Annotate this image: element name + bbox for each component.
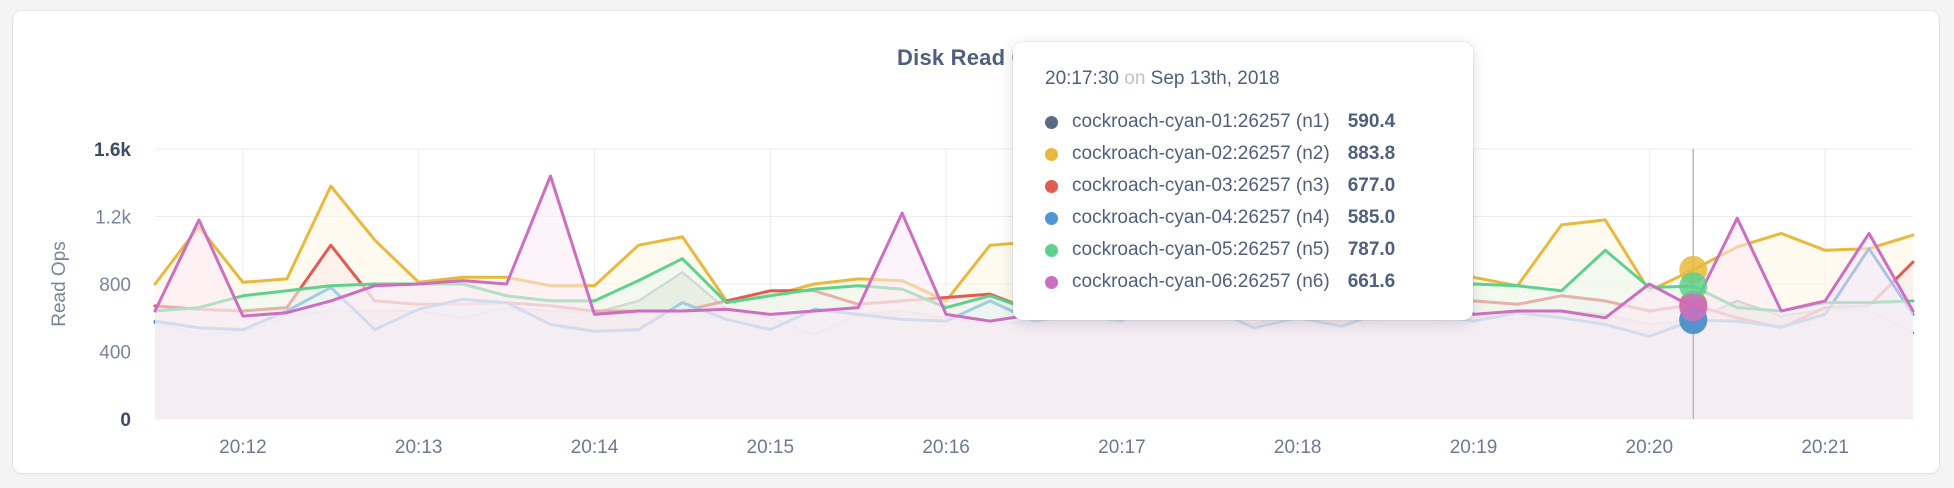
x-axis-tick-label: 20:14 (571, 437, 619, 458)
tooltip-row: cockroach-cyan-02:26257 (n2) 883.8 (1045, 138, 1443, 170)
x-axis-tick-label: 20:16 (922, 437, 970, 458)
tooltip-series-value: 585.0 (1347, 207, 1396, 228)
tooltip-series-label: cockroach-cyan-02:26257 (n2) (1072, 143, 1330, 164)
x-axis-tick-label: 20:15 (747, 437, 795, 458)
y-axis-tick-label: 800 (99, 275, 131, 296)
series-color-dot-icon (1045, 179, 1058, 193)
hover-tooltip: 20:17:30 on Sep 13th, 2018 cockroach-cya… (1013, 42, 1473, 320)
tooltip-series-value: 590.4 (1347, 111, 1396, 132)
tooltip-time: 20:17:30 (1045, 68, 1119, 89)
tooltip-row: cockroach-cyan-05:26257 (n5) 787.0 (1045, 234, 1443, 266)
x-axis-tick-label: 20:21 (1801, 437, 1849, 458)
tooltip-series-value: 883.8 (1347, 143, 1396, 164)
hover-point (1679, 293, 1708, 322)
chart-plot-area[interactable]: 1.6k 1.2k 800 400 0 20:12 20:13 20:14 20:15 20:16… (13, 11, 1939, 473)
tooltip-series-label: cockroach-cyan-04:26257 (n4) (1072, 207, 1330, 228)
x-axis-tick-label: 20:13 (395, 437, 443, 458)
y-axis-title: Read Ops (49, 241, 70, 327)
tooltip-row: cockroach-cyan-06:26257 (n6) 661.6 (1045, 266, 1443, 298)
y-axis-tick-label: 1.2k (95, 208, 131, 229)
tooltip-row: cockroach-cyan-04:26257 (n4) 585.0 (1045, 202, 1443, 234)
tooltip-row: cockroach-cyan-01:26257 (n1) 590.4 (1045, 106, 1443, 138)
tooltip-series-label: cockroach-cyan-03:26257 (n3) (1072, 175, 1330, 196)
x-axis-tick-label: 20:18 (1274, 437, 1322, 458)
series-color-dot-icon (1045, 275, 1058, 289)
y-axis-tick-label: 0 (120, 410, 131, 431)
series-color-dot-icon (1045, 147, 1058, 161)
tooltip-series-label: cockroach-cyan-06:26257 (n6) (1072, 271, 1330, 292)
series-color-dot-icon (1045, 243, 1058, 257)
x-axis-tick-label: 20:20 (1626, 437, 1674, 458)
tooltip-date: Sep 13th, 2018 (1150, 68, 1280, 89)
tooltip-series-value: 661.6 (1347, 271, 1396, 292)
tooltip-series-label: cockroach-cyan-05:26257 (n5) (1072, 239, 1330, 260)
tooltip-row: cockroach-cyan-03:26257 (n3) 677.0 (1045, 170, 1443, 202)
tooltip-series-list: cockroach-cyan-01:26257 (n1) 590.4 cockroa… (1045, 106, 1443, 298)
x-axis-tick-label: 20:17 (1098, 437, 1146, 458)
y-axis-tick-label: 1.6k (94, 140, 131, 161)
y-axis-tick-label: 400 (99, 343, 131, 364)
tooltip-on-word: on (1124, 68, 1146, 89)
tooltip-series-value: 677.0 (1347, 175, 1396, 196)
series-area (155, 176, 1913, 419)
x-axis-tick-label: 20:19 (1450, 437, 1498, 458)
tooltip-series-label: cockroach-cyan-01:26257 (n1) (1072, 111, 1330, 132)
series-color-dot-icon (1045, 115, 1058, 129)
disk-read-ops-chart[interactable]: 1.6k 1.2k 800 400 0 20:12 20:13 20:14 20:15 20:16… (13, 11, 1939, 473)
hover-point (1679, 272, 1708, 301)
tooltip-series-value: 787.0 (1347, 239, 1396, 260)
series-color-dot-icon (1045, 211, 1058, 225)
x-axis-tick-label: 20:12 (219, 437, 267, 458)
tooltip-timestamp: 20:17:30 on Sep 13th, 2018 (1045, 68, 1443, 90)
chart-card: Disk Read Ops 1.6k 1.2k 800 400 0 20:12 20:13 2… (12, 10, 1940, 474)
